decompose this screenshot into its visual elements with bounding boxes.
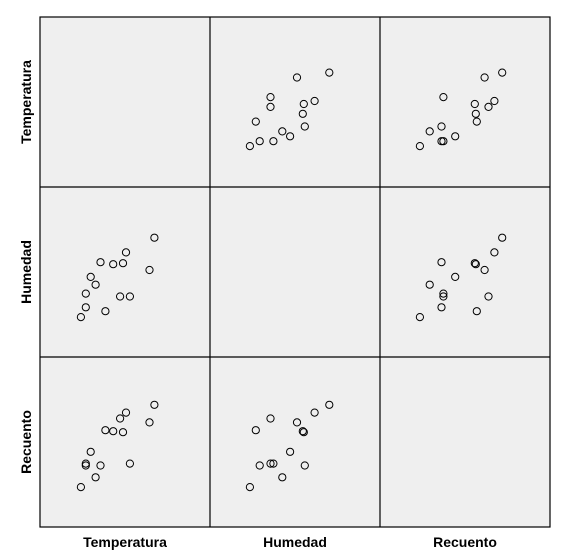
data-point bbox=[76, 313, 86, 322]
data-point bbox=[325, 68, 334, 77]
data-point bbox=[86, 272, 95, 281]
y-label-temperatura: Temperatura bbox=[18, 60, 34, 144]
y-label-humedad: Humedad bbox=[18, 240, 34, 304]
data-point bbox=[251, 117, 260, 126]
data-point bbox=[91, 473, 100, 482]
data-point bbox=[470, 99, 479, 109]
data-point bbox=[471, 260, 480, 269]
data-point bbox=[116, 292, 125, 301]
points-layer bbox=[76, 68, 507, 492]
data-point bbox=[484, 102, 493, 112]
data-point bbox=[437, 122, 446, 131]
x-label-recuento: Recuento bbox=[433, 534, 497, 550]
data-point bbox=[300, 122, 309, 131]
data-point bbox=[145, 418, 154, 427]
data-point bbox=[310, 96, 319, 106]
data-point bbox=[498, 233, 507, 242]
data-point bbox=[437, 303, 446, 312]
data-point bbox=[266, 459, 275, 468]
y-label-recuento: Recuento bbox=[18, 410, 34, 474]
data-point bbox=[91, 280, 100, 289]
data-point bbox=[125, 292, 134, 301]
panel-recuento-vs-humedad bbox=[245, 400, 334, 492]
data-point bbox=[81, 289, 90, 298]
data-point bbox=[498, 68, 507, 77]
data-point bbox=[286, 132, 295, 141]
data-point bbox=[480, 73, 489, 82]
data-point bbox=[299, 428, 308, 437]
data-point bbox=[278, 127, 287, 136]
data-point bbox=[480, 265, 489, 275]
matrix-background bbox=[40, 17, 550, 527]
data-point bbox=[269, 459, 278, 468]
panel-temperatura-vs-recuento bbox=[415, 68, 507, 151]
data-point bbox=[470, 259, 479, 268]
data-point bbox=[101, 426, 110, 435]
data-point bbox=[81, 303, 90, 312]
data-point bbox=[484, 292, 493, 301]
data-point bbox=[425, 127, 434, 136]
data-point bbox=[298, 109, 307, 118]
data-point bbox=[451, 272, 460, 281]
data-point bbox=[81, 459, 90, 468]
data-point bbox=[121, 408, 131, 417]
data-point bbox=[299, 99, 308, 109]
data-point bbox=[472, 117, 481, 126]
data-point bbox=[125, 459, 134, 468]
data-point bbox=[255, 461, 264, 470]
data-point bbox=[269, 137, 278, 146]
panel-recuento-vs-temperatura bbox=[76, 400, 159, 492]
data-point bbox=[292, 73, 302, 82]
x-label-humedad: Humedad bbox=[263, 534, 327, 550]
panel-humedad-vs-recuento bbox=[415, 233, 507, 322]
matrix-border bbox=[39, 16, 551, 528]
data-point bbox=[439, 289, 448, 298]
data-point bbox=[278, 473, 287, 482]
data-point bbox=[101, 307, 110, 316]
frame-layer bbox=[39, 16, 551, 528]
data-point bbox=[116, 414, 125, 423]
data-point bbox=[439, 292, 448, 301]
data-point bbox=[300, 461, 309, 470]
data-point bbox=[472, 307, 481, 316]
data-point bbox=[298, 427, 307, 436]
data-point bbox=[451, 132, 460, 141]
x-label-temperatura: Temperatura bbox=[83, 534, 167, 550]
data-point bbox=[415, 142, 424, 151]
data-point bbox=[255, 137, 264, 146]
data-point bbox=[266, 93, 275, 102]
data-point bbox=[121, 248, 131, 257]
data-point bbox=[415, 313, 424, 322]
data-point bbox=[471, 109, 480, 118]
data-point bbox=[286, 447, 295, 456]
data-point bbox=[425, 280, 434, 289]
data-point bbox=[245, 142, 254, 151]
data-point bbox=[266, 102, 275, 112]
data-point bbox=[439, 93, 448, 102]
data-point bbox=[266, 414, 275, 423]
data-point bbox=[145, 265, 154, 275]
data-point bbox=[109, 260, 118, 269]
data-point bbox=[150, 233, 159, 242]
panel-temperatura-vs-humedad bbox=[245, 68, 334, 151]
data-point bbox=[325, 400, 334, 409]
data-point bbox=[96, 258, 105, 267]
data-point bbox=[439, 137, 448, 146]
data-point bbox=[86, 447, 95, 456]
data-point bbox=[118, 259, 128, 268]
data-point bbox=[118, 428, 128, 437]
data-point bbox=[490, 248, 499, 257]
data-point bbox=[76, 483, 86, 492]
data-point bbox=[292, 418, 302, 427]
data-point bbox=[245, 483, 254, 492]
data-point bbox=[310, 408, 319, 417]
data-point bbox=[96, 461, 105, 470]
data-point bbox=[490, 96, 499, 106]
data-point bbox=[150, 400, 159, 409]
data-point bbox=[251, 426, 260, 435]
data-point bbox=[437, 258, 446, 267]
panel-humedad-vs-temperatura bbox=[76, 233, 159, 322]
data-point bbox=[109, 427, 118, 436]
